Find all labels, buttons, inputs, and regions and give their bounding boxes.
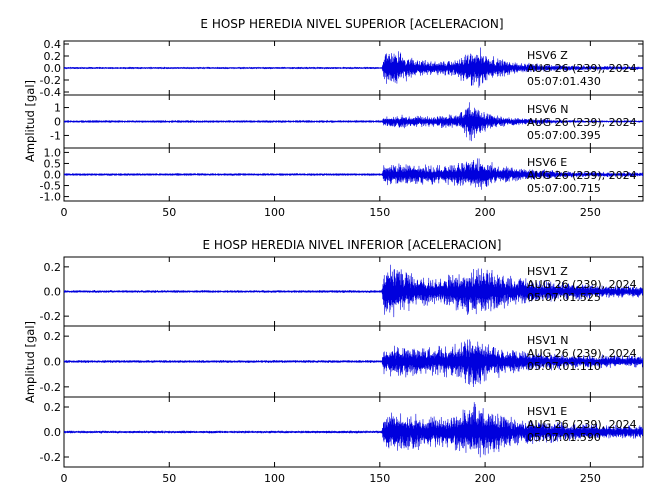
station-label: HSV6 E — [527, 156, 567, 169]
top-chart-title: E HOSP HEREDIA NIVEL SUPERIOR [ACELERACI… — [200, 17, 503, 31]
station-label: HSV1 N — [527, 334, 569, 347]
date-label: AUG 26 (239), 2024 — [527, 62, 637, 75]
x-tick-label: 150 — [369, 206, 390, 219]
x-tick-label: 200 — [475, 206, 496, 219]
waveform-trace — [64, 339, 643, 388]
date-label: AUG 26 (239), 2024 — [527, 418, 637, 431]
y-tick-label: 0.4 — [44, 38, 62, 51]
y-tick-label: 0 — [54, 116, 61, 129]
date-label: AUG 26 (239), 2024 — [527, 169, 637, 182]
y-tick-label: 0.5 — [44, 157, 62, 170]
y-tick-label: 0.2 — [44, 330, 62, 343]
x-tick-label: 0 — [61, 472, 68, 485]
time-label: 05:07:01.590 — [527, 431, 601, 444]
station-label: HSV1 Z — [527, 265, 568, 278]
station-label: HSV1 E — [527, 405, 567, 418]
x-tick-label: 0 — [61, 206, 68, 219]
waveform-trace — [64, 47, 643, 88]
time-label: 05:07:01.110 — [527, 360, 601, 373]
time-label: 05:07:01.525 — [527, 291, 601, 304]
x-tick-label: 50 — [162, 206, 176, 219]
date-label: AUG 26 (239), 2024 — [527, 347, 637, 360]
y-tick-label: 0.0 — [44, 426, 62, 439]
station-label: HSV6 Z — [527, 49, 568, 62]
y-tick-label: -0.2 — [40, 381, 61, 394]
y-tick-label: -0.2 — [40, 451, 61, 464]
bottom-chart-title: E HOSP HEREDIA NIVEL INFERIOR [ACELERACI… — [203, 238, 502, 252]
x-tick-label: 100 — [264, 206, 285, 219]
x-tick-label: 200 — [475, 472, 496, 485]
y-tick-label: 0.0 — [44, 286, 62, 299]
bottom-y-axis-label: Amplitud [gal] — [23, 321, 37, 403]
waveform-trace — [64, 102, 643, 142]
date-label: AUG 26 (239), 2024 — [527, 116, 637, 129]
time-label: 05:07:00.395 — [527, 129, 601, 142]
y-tick-label: 1 — [54, 102, 61, 115]
y-tick-label: 0.0 — [44, 169, 62, 182]
x-tick-label: 50 — [162, 472, 176, 485]
y-tick-label: -1 — [50, 129, 61, 142]
time-label: 05:07:00.715 — [527, 182, 601, 195]
x-tick-label: 250 — [580, 206, 601, 219]
y-tick-label: -0.4 — [40, 86, 61, 99]
waveform-trace — [64, 402, 643, 458]
x-tick-label: 100 — [264, 472, 285, 485]
y-tick-label: 0.0 — [44, 62, 62, 75]
station-label: HSV6 N — [527, 103, 569, 116]
y-tick-label: 1.0 — [44, 146, 62, 159]
x-tick-label: 250 — [580, 472, 601, 485]
date-label: AUG 26 (239), 2024 — [527, 278, 637, 291]
x-tick-label: 150 — [369, 472, 390, 485]
y-tick-label: 0.0 — [44, 356, 62, 369]
top-y-axis-label: Amplitud [gal] — [23, 80, 37, 162]
y-tick-label: 0.2 — [44, 401, 62, 414]
y-tick-label: 0.2 — [44, 50, 62, 63]
y-tick-label: 0.2 — [44, 261, 62, 274]
time-label: 05:07:01.430 — [527, 75, 601, 88]
y-tick-label: -0.2 — [40, 310, 61, 323]
y-tick-label: -0.5 — [40, 180, 61, 193]
waveform-trace — [64, 264, 643, 318]
waveform-trace — [64, 158, 643, 190]
y-tick-label: -0.2 — [40, 74, 61, 87]
y-tick-label: -1.0 — [40, 191, 61, 204]
